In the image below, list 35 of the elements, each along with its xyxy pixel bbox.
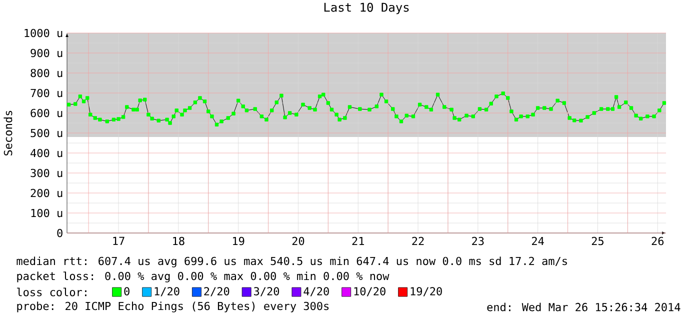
legend-label: 0 [124,287,130,296]
y-tick-label: 800 u [30,68,62,78]
legend-title: loss color: [17,288,86,296]
x-tick-label: 17 [113,236,124,245]
legend-label: 10/20 [354,287,386,296]
y-tick-label: 0 [57,228,62,238]
y-axis-title: Seconds [4,110,12,156]
legend-label: 19/20 [410,287,442,296]
y-tick-label: 900 u [30,48,62,58]
y-tick-label: 700 u [30,88,62,98]
text: packet loss: 0.00 % avg 0.00 % max 0.00 % min 0.00 % now [17,272,390,282]
x-tick-label: 24 [532,236,544,246]
y-tick-label: 500 u [30,128,62,138]
y-tick-label: 400 u [30,148,62,158]
y-tick-label: 1000 u [24,28,62,38]
x-tick-label: 23 [472,236,484,246]
x-tick-label: 26 [652,236,664,246]
x-tick-label: 19 [233,236,244,246]
x-tick-label: 22 [412,236,424,246]
x-tick-label: 21 [352,236,364,246]
y-tick-label: 200 u [30,188,62,198]
text: median rtt: 607.4 us avg 699.6 us max 540.5 us min 647.4 us now 0.0 ms sd 17.2 am/s [16,256,567,268]
legend-label: 1/20 [154,287,180,296]
y-tick-label: 100 u [31,208,62,218]
y-tick-label: 300 u [30,168,62,178]
chart-title: Last 10 Days [324,2,409,14]
legend-label: 4/20 [304,287,329,296]
y-tick-label: 600 u [30,108,62,118]
x-tick-label: 18 [173,236,184,246]
x-tick-label: 25 [592,236,604,246]
legend-label: 3/20 [254,287,280,296]
x-tick-label: 20 [292,236,304,246]
text: end: Wed Mar 26 15:26:34 2014 [487,302,680,312]
legend-label: 2/20 [204,287,230,296]
text: probe: 20 ICMP Echo Pings (56 Bytes) every 300s [17,302,329,312]
